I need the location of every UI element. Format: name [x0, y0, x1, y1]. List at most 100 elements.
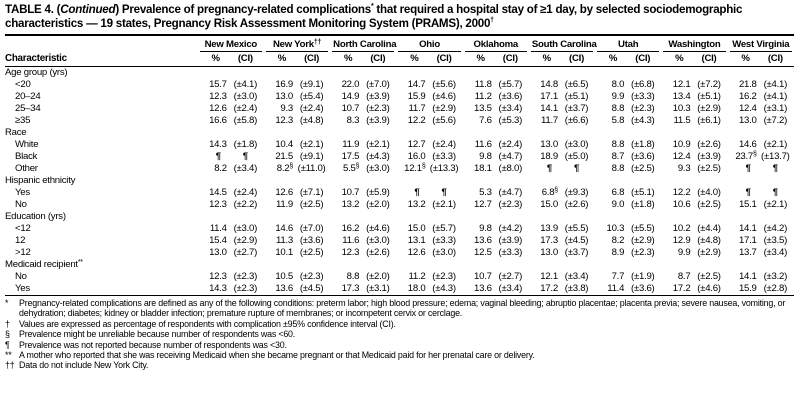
- percent-cell: 15.0: [540, 199, 558, 210]
- percent-cell: 12.1: [540, 271, 558, 282]
- ci-cell: (±2.7): [233, 247, 258, 258]
- percent-cell: 15.1: [738, 199, 757, 210]
- ci-cell: (±5.5): [631, 223, 655, 234]
- percent-cell: 12.4: [738, 103, 757, 114]
- ci-cell: (±2.3): [631, 247, 655, 258]
- ci-cell: (±4.1): [233, 79, 258, 90]
- ci-cell: (±4.3): [432, 283, 456, 294]
- percent-cell: 10.2: [672, 223, 691, 234]
- title-continued: Continued: [60, 3, 116, 16]
- percent-cell: 8.8: [346, 271, 360, 282]
- percent-cell: 8.2: [611, 235, 625, 246]
- title-part3: that required a hospital stay of ≥1 day,…: [5, 3, 743, 30]
- percent-cell: 8.8: [611, 139, 625, 150]
- table-head: New Mexico New York†† North Carolina Ohio Ok…: [5, 36, 794, 67]
- table-row: Yes 14.5 (±2.4) 12.6 (±7.1) 10.7 (±5.9) ¶ ¶ 5.3 (±…: [5, 187, 794, 199]
- state-name: North Carolina: [332, 36, 397, 52]
- ci-cell: (±3.0): [233, 223, 258, 234]
- ci-cell: (±2.3): [233, 271, 258, 282]
- ci-cell: (±2.4): [498, 139, 523, 150]
- row-label: White: [15, 139, 39, 150]
- ci-cell: (±5.5): [564, 223, 589, 234]
- ci-cell: (±4.8): [697, 235, 721, 246]
- ci-cell: ¶: [772, 187, 778, 198]
- row-label: 12: [15, 235, 26, 246]
- ci-cell: (±3.7): [564, 247, 589, 258]
- ci-cell: (±3.9): [366, 91, 390, 102]
- footnote-marker: §: [355, 163, 360, 170]
- row-label: Other: [15, 163, 38, 174]
- percent-cell: 14.1: [738, 271, 757, 282]
- percent-cell: 9.3: [677, 163, 691, 174]
- ci-cell: (±2.5): [697, 199, 721, 210]
- footnote: § Prevalence might be unreliable because …: [5, 329, 794, 339]
- ci-cell: (±3.0): [564, 139, 589, 150]
- ci-cell: (±5.7): [498, 79, 523, 90]
- row-label: 25–34: [15, 103, 41, 114]
- footnote-marker: ††: [313, 39, 322, 46]
- percent-cell: 12.2: [672, 187, 691, 198]
- percent-cell: 14.7: [407, 79, 426, 90]
- percent-cell: 11.3: [276, 235, 294, 246]
- percent-cell: 13.6: [275, 283, 294, 294]
- ci-cell: (±4.3): [631, 115, 655, 126]
- ci-header: (CI): [359, 52, 397, 67]
- ci-cell: (±4.2): [763, 223, 788, 234]
- ci-cell: ¶: [573, 163, 580, 174]
- ci-header: (CI): [624, 52, 662, 67]
- percent-cell: 10.3: [672, 103, 691, 114]
- ci-cell: (±3.3): [631, 91, 655, 102]
- table-row: 25–34 12.6 (±2.4) 9.3 (±2.4) 10.7 (±2.3) 11.7 (±…: [5, 103, 794, 115]
- ci-cell: (±4.4): [697, 223, 721, 234]
- footnote-text: Data do not include New York City.: [19, 360, 149, 371]
- percent-cell: 13.5: [474, 103, 492, 114]
- title-part1: TABLE 4. (: [5, 3, 61, 16]
- ci-header: (CI): [690, 52, 728, 67]
- percent-cell: 11.6: [474, 139, 492, 150]
- percent-cell: 15.4: [209, 235, 227, 246]
- percent-header: %: [528, 52, 558, 67]
- ci-cell: (±7.0): [366, 79, 390, 90]
- ci-cell: (±6.6): [564, 115, 589, 126]
- ci-cell: (±2.3): [299, 271, 324, 282]
- ci-cell: (±3.3): [432, 151, 456, 162]
- percent-cell: 15.7: [209, 79, 227, 90]
- section-header: Medicaid recipient**: [5, 259, 83, 270]
- row-label: No: [15, 271, 27, 282]
- ci-cell: (±4.6): [432, 91, 456, 102]
- state-header: Utah: [595, 36, 661, 52]
- percent-cell: 21.8: [738, 79, 757, 90]
- percent-cell: 16.2: [341, 223, 360, 234]
- ci-cell: (±3.9): [366, 115, 390, 126]
- row-label: No: [15, 199, 27, 210]
- percent-cell: 12.6: [209, 103, 227, 114]
- section-row: Medicaid recipient**: [5, 259, 794, 271]
- percent-cell: 16.0: [407, 151, 426, 162]
- percent-cell: 7.6: [479, 115, 492, 126]
- footnote-symbol: ††: [5, 360, 15, 371]
- ci-header: (CI): [756, 52, 794, 67]
- ci-cell: (±3.4): [763, 247, 788, 258]
- ci-cell: (±3.6): [299, 235, 324, 246]
- ci-cell: (±9.1): [299, 79, 324, 90]
- footnote-text: Prevalence was not reported because numb…: [19, 339, 287, 350]
- ci-cell: (±2.3): [631, 103, 655, 114]
- ci-cell: (±2.1): [432, 199, 456, 210]
- percent-cell: 7.7: [611, 271, 625, 282]
- ci-cell: (±2.0): [366, 199, 390, 210]
- percent-cell: 14.3: [209, 139, 227, 150]
- percent-cell: 13.1: [407, 235, 426, 246]
- percent-cell: 11.8: [474, 79, 492, 90]
- ci-cell: (±4.6): [697, 283, 721, 294]
- percent-cell: 21.5: [275, 151, 294, 162]
- percent-cell: 12.7: [474, 199, 492, 210]
- document-page: TABLE 4. (Continued) Prevalence of pregn…: [5, 3, 794, 371]
- percent-cell: 13.4: [672, 91, 691, 102]
- percent-cell: 17.1: [738, 235, 757, 246]
- ci-cell: (±5.7): [432, 223, 456, 234]
- percent-cell: 10.9: [672, 139, 691, 150]
- ci-cell: (±5.8): [233, 115, 258, 126]
- ci-cell: (±2.6): [366, 247, 390, 258]
- ci-cell: (±5.9): [366, 187, 390, 198]
- section-row: Age group (yrs): [5, 67, 794, 80]
